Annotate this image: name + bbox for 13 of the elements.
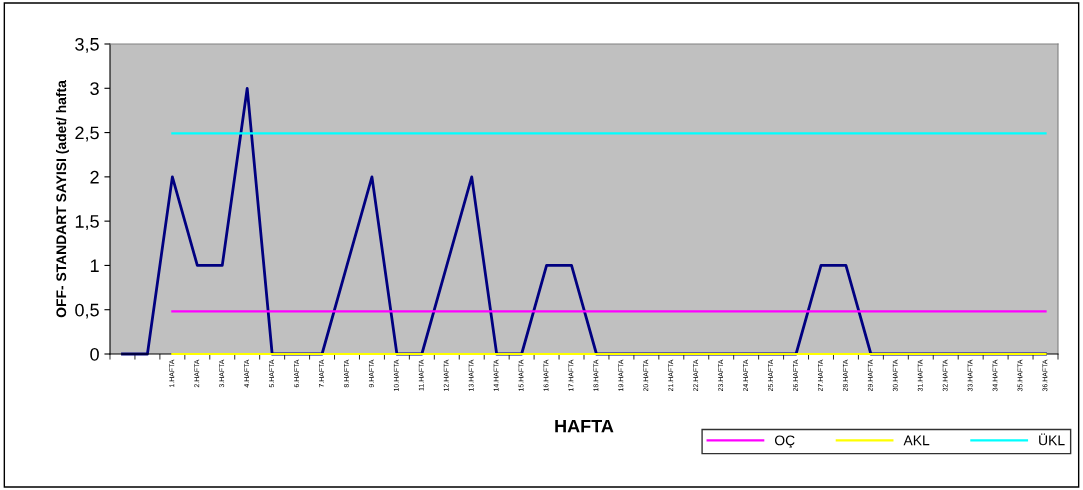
y-tick-label: 3,5 (75, 37, 99, 53)
legend-label: AKL (903, 435, 930, 446)
y-axis-title: OFF- STANDART SAYISI (adet/ hafta (55, 80, 69, 318)
y-tick-label: 1,5 (75, 215, 99, 230)
y-tick-label: 0,5 (75, 303, 99, 319)
legend-label: ÜKL (1039, 433, 1065, 446)
y-tick-label: 2 (90, 170, 99, 184)
y-tick-label: 2,5 (75, 126, 99, 142)
x-axis-title: HAFTA (555, 419, 614, 433)
y-tick-label: 0 (90, 347, 99, 361)
y-tick-label: 3 (90, 82, 99, 96)
y-tick-label: 1 (90, 259, 99, 272)
legend-label: OÇ (774, 435, 795, 449)
